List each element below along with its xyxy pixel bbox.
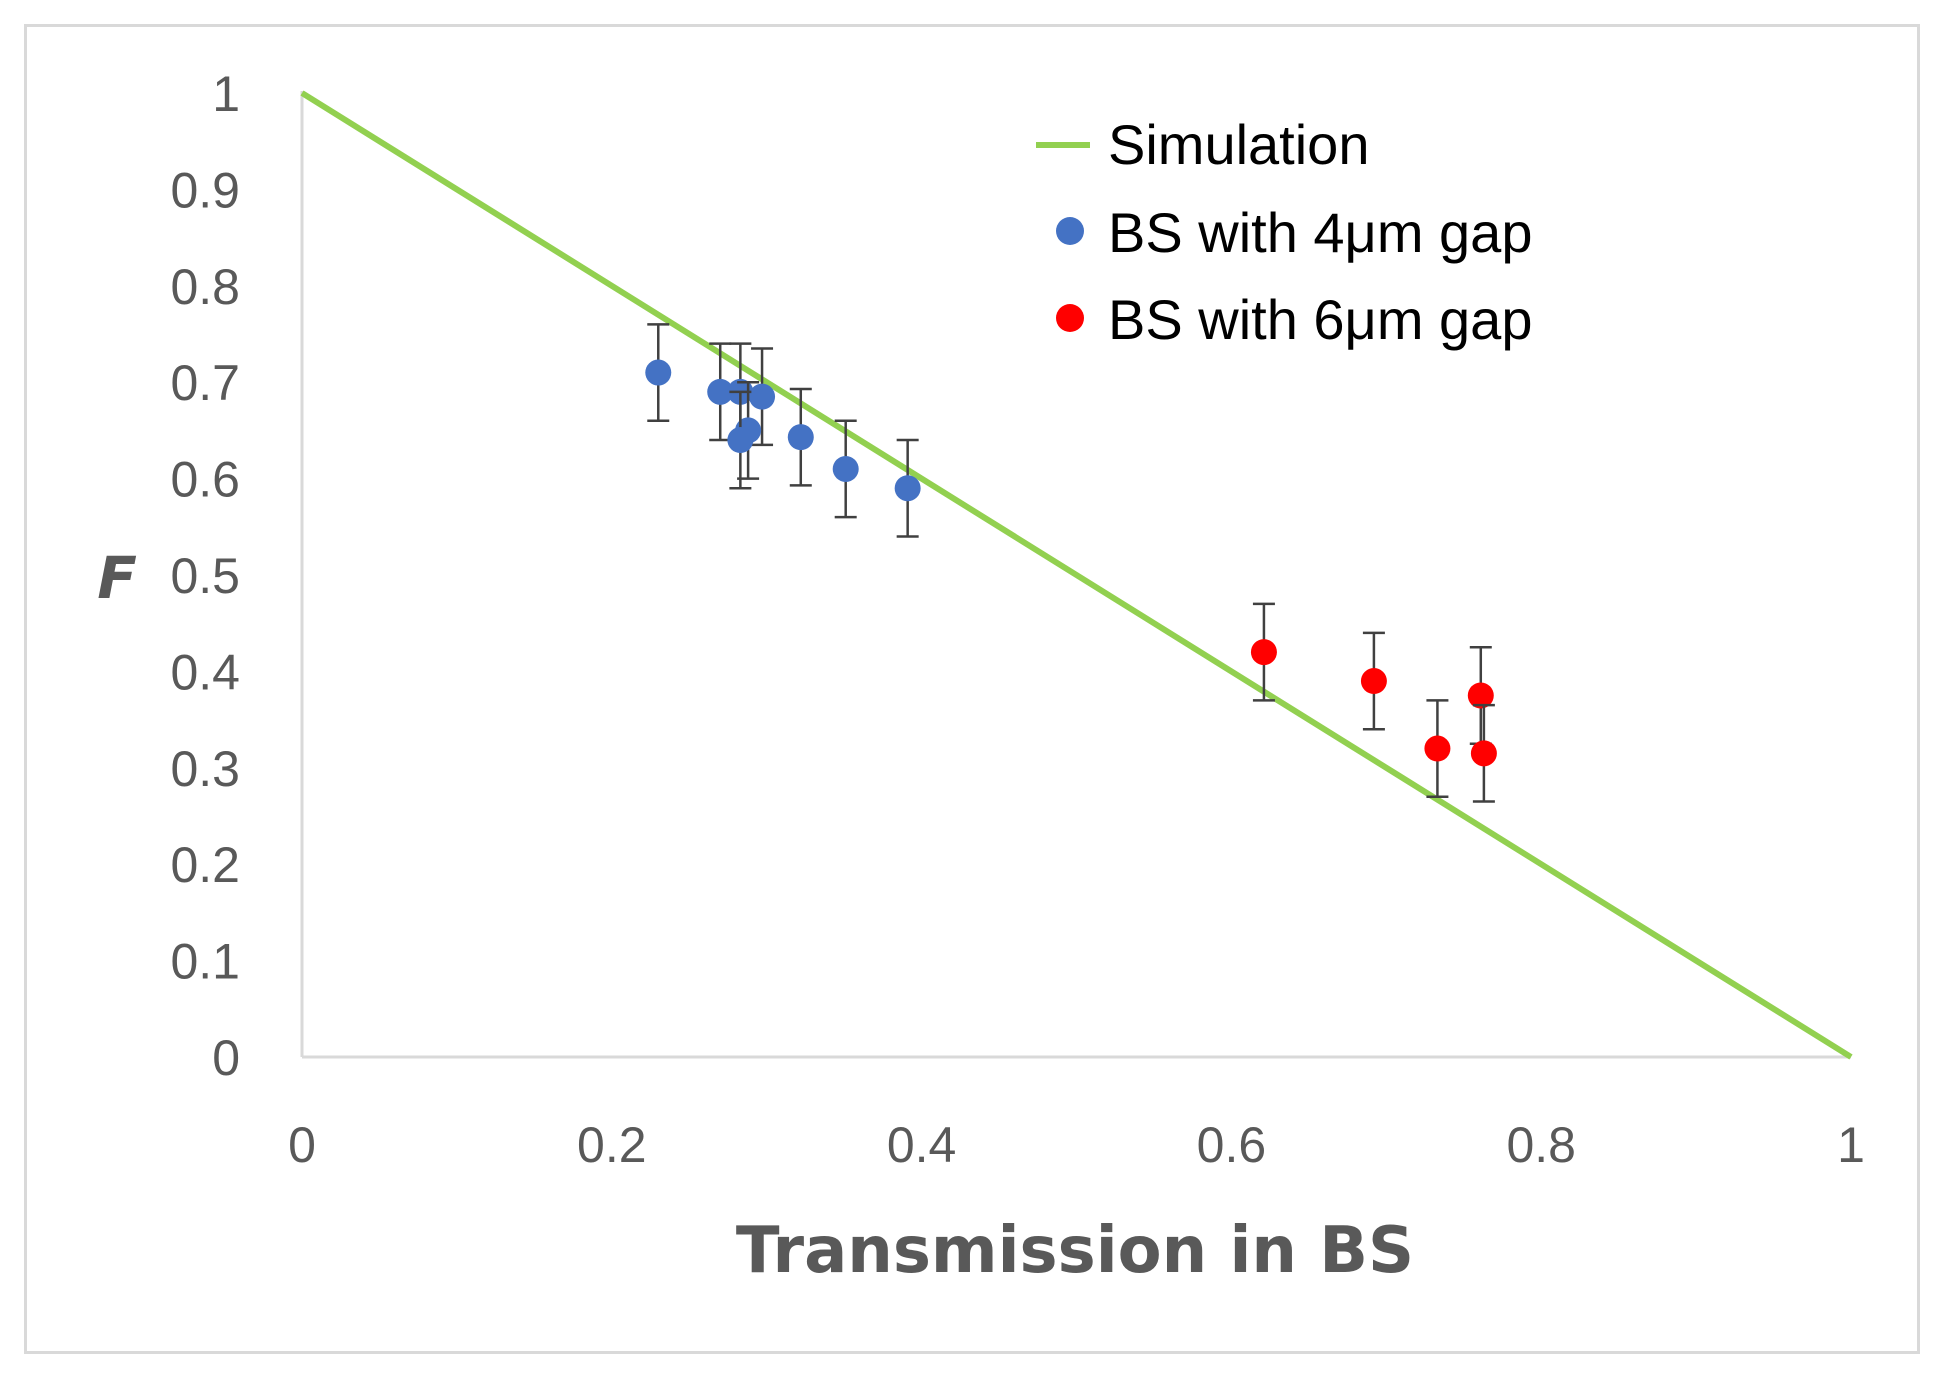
legend-entry-label: BS with 4μm gap [1108, 201, 1532, 264]
chart-frame [24, 24, 1920, 1354]
simulation-line-layer [300, 90, 1853, 1060]
y-tick-label: 1 [212, 66, 240, 122]
x-tick-label: 0 [288, 1117, 316, 1173]
x-tick-labels: 0 0.2 0.4 0.6 0.8 1 [288, 1117, 1865, 1173]
y-tick-label: 0.7 [170, 355, 240, 411]
y-tick-label: 0.2 [170, 837, 240, 893]
data-points-layer [645, 323, 1497, 803]
y-tick-label: 0.9 [170, 162, 240, 218]
point-4um-gap-group [832, 419, 859, 519]
point-4um-gap [749, 383, 776, 410]
point-6um-gap [1360, 668, 1387, 695]
point-6um-gap-group [1360, 631, 1387, 731]
point-4um-gap [787, 424, 814, 451]
y-tick-label: 0.4 [170, 644, 240, 700]
point-4um-gap [727, 427, 754, 454]
point-6um-gap-group [1470, 703, 1497, 803]
x-tick-label: 1 [1837, 1117, 1865, 1173]
y-tick-label: 0 [212, 1030, 240, 1086]
point-6um-gap-group [1250, 602, 1277, 702]
point-4um-gap-group [645, 323, 672, 423]
point-4um-gap [894, 475, 921, 502]
point-4um-gap-group [894, 438, 921, 538]
y-tick-label: 0.3 [170, 741, 240, 797]
y-axis-title: F [97, 544, 137, 612]
point-4um-gap-group [707, 342, 734, 442]
y-tick-label: 0.6 [170, 452, 240, 508]
x-tick-label: 0.8 [1506, 1117, 1576, 1173]
legend-entry-label: BS with 6μm gap [1108, 288, 1532, 351]
point-4um-gap [707, 378, 734, 405]
point-6um-gap [1467, 682, 1494, 709]
x-tick-label: 0.2 [577, 1117, 647, 1173]
point-6um-gap [1470, 740, 1497, 767]
point-4um-gap-group [727, 390, 754, 490]
y-tick-label: 0.8 [170, 259, 240, 315]
legend-entry-label: Simulation [1108, 113, 1369, 176]
point-6um-gap [1424, 735, 1451, 762]
axes [300, 91, 1851, 1059]
x-tick-label: 0.4 [887, 1117, 957, 1173]
point-4um-gap-group [787, 387, 814, 487]
legend-dot-marker [1056, 217, 1084, 245]
y-tick-label: 0.1 [170, 934, 240, 990]
point-6um-gap-group [1467, 646, 1494, 745]
point-6um-gap-group [1424, 699, 1451, 798]
legend: Simulation BS with 4μm gap BS with 6μm gap [1036, 113, 1532, 351]
point-6um-gap [1250, 639, 1277, 666]
legend-dot-marker [1056, 304, 1084, 332]
point-4um-gap-group [749, 347, 776, 447]
point-4um-gap [832, 455, 859, 482]
x-tick-label: 0.6 [1197, 1117, 1267, 1173]
y-tick-label: 0.5 [170, 548, 240, 604]
y-tick-labels: 0 0.1 0.2 0.3 0.4 0.5 0.6 0.7 0.8 0.9 1 [170, 66, 240, 1086]
simulation-line [300, 90, 1853, 1060]
point-4um-gap [645, 359, 672, 386]
x-axis-title: Transmission in BS [736, 1214, 1414, 1288]
